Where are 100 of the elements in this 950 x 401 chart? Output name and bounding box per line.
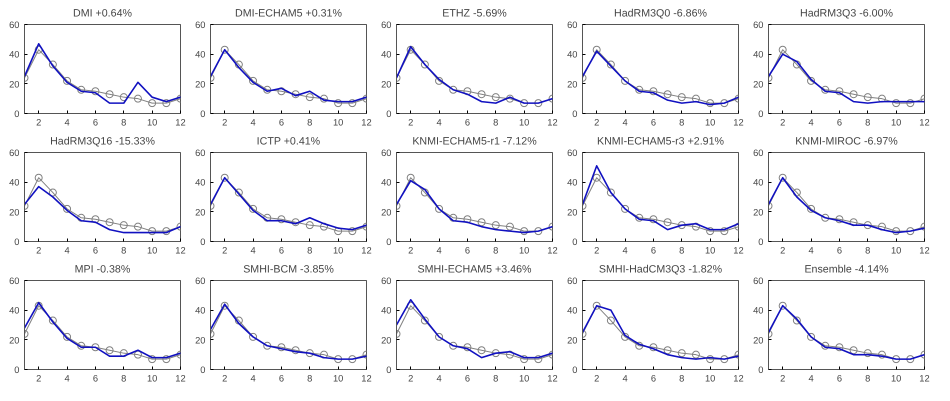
x-tick-label: 8 — [307, 246, 312, 256]
x-tick-label: 10 — [146, 118, 158, 128]
x-tick-label: 12 — [919, 374, 930, 384]
y-tick-label: 0 — [572, 365, 578, 375]
x-tick-label: 12 — [919, 246, 930, 256]
y-tick-label: 60 — [381, 148, 392, 158]
x-tick-label: 8 — [865, 246, 870, 256]
y-tick-label: 20 — [567, 207, 578, 218]
x-tick-label: 2 — [780, 374, 786, 384]
y-tick-label: 0 — [758, 237, 764, 247]
x-tick-label: 6 — [650, 118, 656, 128]
y-tick-label: 40 — [381, 50, 392, 60]
x-tick-label: 4 — [436, 374, 442, 384]
x-tick-label: 4 — [436, 118, 442, 128]
x-tick-label: 8 — [679, 118, 684, 128]
y-tick-label: 60 — [9, 276, 20, 286]
y-tick-label: 20 — [195, 79, 206, 90]
y-tick-label: 40 — [753, 306, 764, 316]
x-tick-label: 12 — [547, 118, 558, 128]
y-tick-label: 60 — [567, 20, 578, 30]
x-tick-label: 12 — [361, 118, 372, 128]
y-tick-label: 40 — [195, 306, 206, 316]
x-tick-label: 6 — [278, 118, 284, 128]
y-tick-label: 40 — [567, 178, 578, 188]
x-tick-label: 6 — [92, 246, 98, 256]
y-tick-label: 20 — [195, 335, 206, 346]
y-tick-label: 40 — [381, 178, 392, 188]
x-tick-label: 4 — [64, 374, 70, 384]
x-tick-label: 10 — [518, 374, 530, 384]
x-tick-label: 8 — [865, 374, 870, 384]
x-tick-label: 2 — [780, 118, 786, 128]
x-tick-label: 4 — [808, 374, 814, 384]
y-tick-label: 60 — [753, 276, 764, 286]
x-tick-label: 10 — [518, 246, 530, 256]
x-tick-label: 10 — [890, 118, 902, 128]
y-tick-label: 0 — [386, 365, 392, 375]
x-tick-label: 8 — [493, 374, 498, 384]
chart-title: HadRM3Q16 -15.33% — [50, 136, 156, 148]
x-tick-label: 10 — [146, 246, 158, 256]
x-tick-label: 6 — [650, 246, 656, 256]
chart-title: DMI-ECHAM5 +0.31% — [235, 8, 342, 20]
x-tick-label: 6 — [836, 246, 842, 256]
x-tick-label: 12 — [175, 246, 186, 256]
y-tick-label: 0 — [14, 365, 20, 375]
x-tick-label: 12 — [547, 246, 558, 256]
x-tick-label: 12 — [175, 118, 186, 128]
x-tick-label: 8 — [679, 374, 684, 384]
y-tick-label: 0 — [200, 237, 206, 247]
x-tick-label: 6 — [92, 374, 98, 384]
y-tick-label: 0 — [572, 109, 578, 119]
x-tick-label: 4 — [622, 374, 628, 384]
x-tick-label: 6 — [650, 374, 656, 384]
x-tick-label: 6 — [464, 246, 470, 256]
x-tick-label: 6 — [464, 118, 470, 128]
x-tick-label: 6 — [464, 374, 470, 384]
y-tick-label: 20 — [567, 335, 578, 346]
x-tick-label: 8 — [679, 246, 684, 256]
y-tick-label: 40 — [381, 306, 392, 316]
x-tick-label: 12 — [733, 246, 744, 256]
x-tick-label: 2 — [222, 246, 228, 256]
x-tick-label: 10 — [890, 374, 902, 384]
x-tick-label: 10 — [704, 246, 716, 256]
x-tick-label: 12 — [919, 118, 930, 128]
x-tick-label: 4 — [436, 246, 442, 256]
x-tick-label: 4 — [250, 118, 256, 128]
x-tick-label: 10 — [518, 118, 530, 128]
x-tick-label: 12 — [361, 374, 372, 384]
x-tick-label: 6 — [278, 374, 284, 384]
y-tick-label: 40 — [567, 50, 578, 60]
y-tick-label: 0 — [14, 237, 20, 247]
y-tick-label: 20 — [753, 335, 764, 346]
y-tick-label: 60 — [567, 276, 578, 286]
chart-title: DMI +0.64% — [73, 8, 132, 20]
x-tick-label: 10 — [332, 246, 344, 256]
chart-title: KNMI-ECHAM5-r3 +2.91% — [596, 136, 725, 148]
x-tick-label: 10 — [704, 118, 716, 128]
y-tick-label: 0 — [200, 365, 206, 375]
y-tick-label: 60 — [753, 148, 764, 158]
y-tick-label: 20 — [753, 207, 764, 218]
y-tick-label: 40 — [567, 306, 578, 316]
x-tick-label: 12 — [547, 374, 558, 384]
x-tick-label: 10 — [332, 118, 344, 128]
y-tick-label: 20 — [9, 79, 20, 90]
chart-title: KNMI-MIROC -6.97% — [795, 136, 898, 148]
y-tick-label: 0 — [572, 237, 578, 247]
y-tick-label: 0 — [200, 109, 206, 119]
y-tick-label: 20 — [9, 335, 20, 346]
x-tick-label: 2 — [780, 246, 786, 256]
x-tick-label: 2 — [408, 374, 414, 384]
y-tick-label: 20 — [753, 79, 764, 90]
x-tick-label: 6 — [278, 246, 284, 256]
x-tick-label: 2 — [408, 246, 414, 256]
y-tick-label: 20 — [9, 207, 20, 218]
x-tick-label: 12 — [733, 374, 744, 384]
chart-title: ETHZ -5.69% — [442, 8, 508, 20]
x-tick-label: 6 — [836, 118, 842, 128]
y-tick-label: 0 — [14, 109, 20, 119]
x-tick-label: 2 — [408, 118, 414, 128]
x-tick-label: 10 — [332, 374, 344, 384]
x-tick-label: 2 — [594, 246, 600, 256]
